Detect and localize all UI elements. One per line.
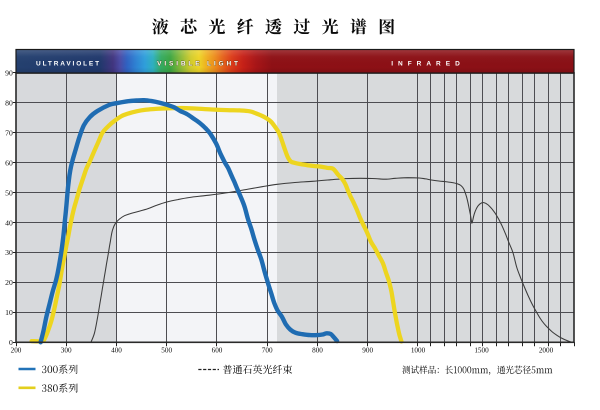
svg-text:900: 900 <box>362 347 373 355</box>
svg-text:2000: 2000 <box>539 347 554 355</box>
svg-text:ULTRAVIOLET: ULTRAVIOLET <box>36 61 101 68</box>
svg-text:1500: 1500 <box>474 347 489 355</box>
svg-text:80: 80 <box>5 99 13 108</box>
svg-text:INFRARED: INFRARED <box>391 61 465 68</box>
svg-text:700: 700 <box>262 347 273 355</box>
svg-text:10: 10 <box>5 308 13 317</box>
svg-text:20: 20 <box>5 278 13 287</box>
svg-text:1000: 1000 <box>411 347 426 355</box>
svg-text:300: 300 <box>61 347 72 355</box>
svg-text:500: 500 <box>161 347 172 355</box>
svg-text:30: 30 <box>5 248 13 257</box>
svg-text:VISIBLE LIGHT: VISIBLE LIGHT <box>157 61 241 68</box>
svg-text:60: 60 <box>5 159 13 168</box>
svg-text:50: 50 <box>5 188 13 197</box>
svg-text:400: 400 <box>111 347 122 355</box>
svg-text:0: 0 <box>9 338 13 347</box>
svg-text:40: 40 <box>5 218 13 227</box>
svg-text:90: 90 <box>5 69 13 78</box>
svg-text:70: 70 <box>5 129 13 138</box>
svg-text:600: 600 <box>212 347 223 355</box>
svg-text:200: 200 <box>11 347 22 355</box>
svg-text:800: 800 <box>312 347 323 355</box>
